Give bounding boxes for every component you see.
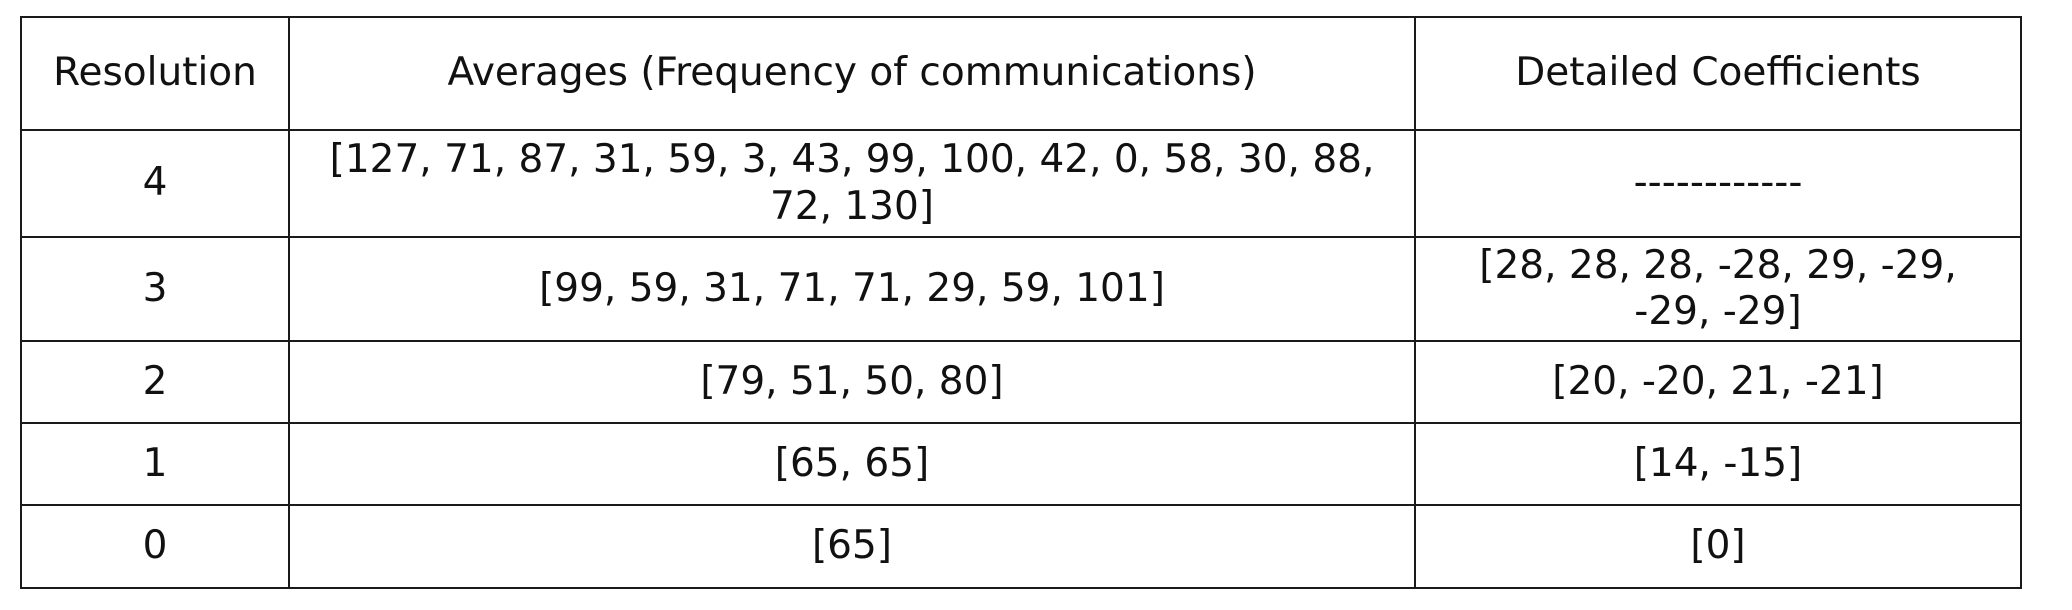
wavelet-table: Resolution Averages (Frequency of commun…	[20, 16, 2022, 589]
resolution-cell: 0	[20, 504, 290, 589]
detailed-coefficients-cell: [0]	[1414, 504, 2022, 589]
resolution-cell: 4	[20, 129, 290, 238]
averages-cell: [99, 59, 31, 71, 71, 29, 59, 101]	[288, 236, 1416, 342]
detailed-coefficients-cell: [14, -15]	[1414, 422, 2022, 506]
header-row: Resolution Averages (Frequency of commun…	[20, 16, 2022, 131]
header-detailed-coefficients: Detailed Coefficients	[1414, 16, 2022, 131]
detailed-coefficients-cell: [20, -20, 21, -21]	[1414, 340, 2022, 424]
averages-cell: [65]	[288, 504, 1416, 589]
detailed-coefficients-cell: [28, 28, 28, -28, 29, -29, -29, -29]	[1414, 236, 2022, 342]
header-resolution: Resolution	[20, 16, 290, 131]
averages-cell: [79, 51, 50, 80]	[288, 340, 1416, 424]
resolution-cell: 2	[20, 340, 290, 424]
resolution-cell: 3	[20, 236, 290, 342]
detailed-coefficients-cell: ------------	[1414, 129, 2022, 238]
table-row: 4 [127, 71, 87, 31, 59, 3, 43, 99, 100, …	[20, 129, 2022, 238]
table-row: 3 [99, 59, 31, 71, 71, 29, 59, 101] [28,…	[20, 236, 2022, 342]
table-row: 0 [65] [0]	[20, 504, 2022, 589]
table-row: 1 [65, 65] [14, -15]	[20, 422, 2022, 506]
resolution-cell: 1	[20, 422, 290, 506]
header-averages: Averages (Frequency of communications)	[288, 16, 1416, 131]
averages-cell: [127, 71, 87, 31, 59, 3, 43, 99, 100, 42…	[288, 129, 1416, 238]
averages-cell: [65, 65]	[288, 422, 1416, 506]
table-row: 2 [79, 51, 50, 80] [20, -20, 21, -21]	[20, 340, 2022, 424]
